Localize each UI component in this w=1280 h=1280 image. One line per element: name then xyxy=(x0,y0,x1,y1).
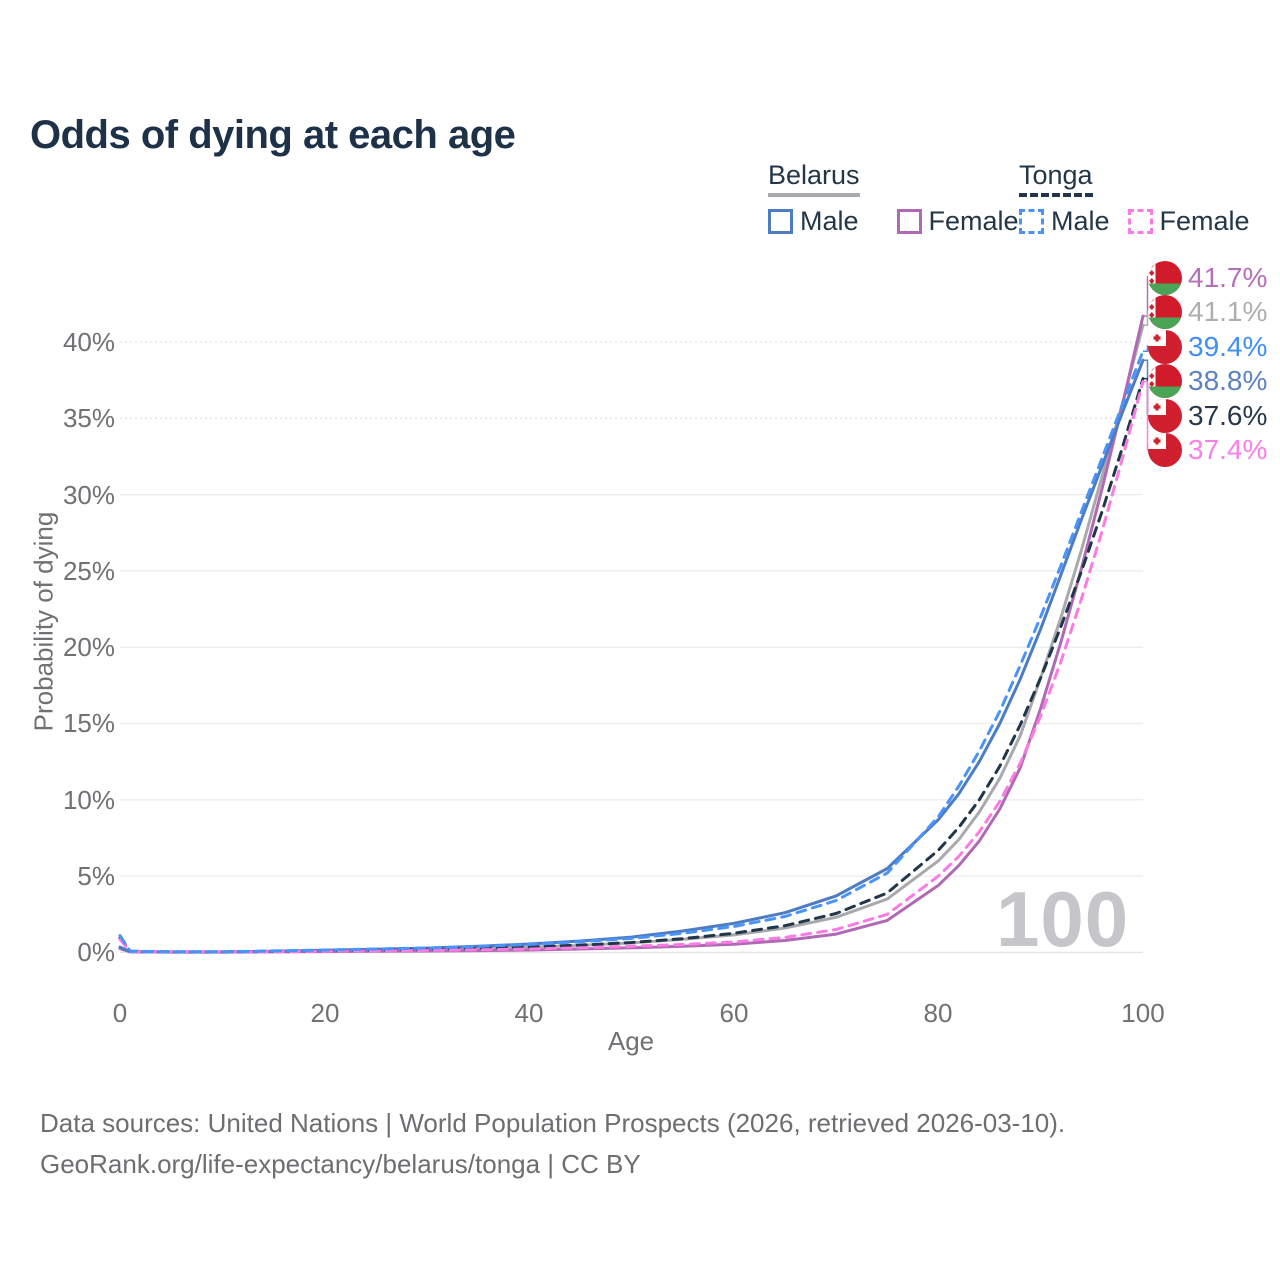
y-tick-30: 30% xyxy=(62,480,115,510)
legend-header-belarus[interactable]: Belarus xyxy=(768,160,860,197)
series-line-tonga_male xyxy=(118,349,1145,954)
end-label-belarus-male: 38.8% xyxy=(1148,363,1267,399)
attribution-link[interactable]: GeoRank.org/life-expectancy/belarus/tong… xyxy=(40,1149,641,1179)
series-line-belarus_both xyxy=(118,323,1145,954)
legend-label-belarus-male: Male xyxy=(800,206,859,236)
end-label-tonga-female: 37.4% xyxy=(1148,432,1267,468)
x-tick-60: 60 xyxy=(719,998,749,1028)
legend-label-tonga-male: Male xyxy=(1051,206,1110,236)
end-label-tonga-male: 39.4% xyxy=(1148,329,1267,365)
legend-item-belarus-male[interactable]: Male xyxy=(768,206,859,237)
belarus-flag-icon xyxy=(1148,261,1182,295)
belarus-flag-icon xyxy=(1148,364,1182,398)
end-value: 41.1% xyxy=(1188,296,1268,327)
series-line-tonga_female xyxy=(118,380,1145,954)
end-value: 41.7% xyxy=(1188,262,1268,293)
page-title: Odds of dying at each age xyxy=(30,112,516,157)
tonga-flag-icon xyxy=(1148,399,1182,433)
end-label-belarus-female: 41.7% xyxy=(1148,260,1267,296)
belarus-female-swatch-icon xyxy=(896,209,922,234)
tonga-flag-icon xyxy=(1148,433,1182,467)
y-tick-25: 25% xyxy=(62,556,115,586)
y-tick-35: 35% xyxy=(62,403,115,433)
x-tick-80: 80 xyxy=(923,998,953,1028)
x-tick-0: 0 xyxy=(112,998,128,1028)
legend-items-tonga: Male Female xyxy=(1019,206,1250,237)
y-tick-40: 40% xyxy=(62,327,115,357)
data-source-text: Data sources: United Nations | World Pop… xyxy=(40,1108,1066,1138)
series-line-belarus_male xyxy=(118,358,1145,954)
end-label-belarus-both: 41.1% xyxy=(1148,294,1267,330)
end-value: 37.6% xyxy=(1188,400,1268,431)
y-axis-title: Probability of dying xyxy=(28,511,59,732)
y-tick-10: 10% xyxy=(62,785,115,815)
legend-items-belarus: Male Female xyxy=(768,206,1019,237)
x-tick-100: 100 xyxy=(1121,998,1165,1028)
belarus-male-swatch-icon xyxy=(768,209,793,234)
end-value: 39.4% xyxy=(1188,331,1268,362)
legend-label-tonga-female: Female xyxy=(1159,206,1250,236)
end-value: 38.8% xyxy=(1188,365,1268,396)
legend-group-tonga: Tonga Male Female xyxy=(1019,160,1250,237)
series-line-belarus_female xyxy=(118,314,1145,954)
y-tick-20: 20% xyxy=(62,632,115,662)
legend-label-belarus-female: Female xyxy=(928,206,1019,236)
end-label-tonga-both: 37.6% xyxy=(1148,398,1267,434)
age-watermark: 100 xyxy=(996,875,1130,963)
series-line-tonga_both xyxy=(118,377,1145,954)
y-tick-0: 0% xyxy=(77,937,115,967)
tonga-male-swatch-icon xyxy=(1019,209,1044,234)
end-value: 37.4% xyxy=(1188,434,1268,465)
x-tick-40: 40 xyxy=(514,998,544,1028)
x-tick-20: 20 xyxy=(310,998,340,1028)
legend-header-tonga[interactable]: Tonga xyxy=(1019,160,1093,197)
tonga-female-swatch-icon xyxy=(1127,209,1153,234)
legend-item-tonga-male[interactable]: Male xyxy=(1019,206,1110,237)
x-axis-title: Age xyxy=(607,1026,655,1056)
legend-item-belarus-female[interactable]: Female xyxy=(896,206,1019,237)
belarus-flag-icon xyxy=(1148,295,1182,329)
y-tick-15: 15% xyxy=(62,708,115,738)
y-tick-5: 5% xyxy=(77,861,115,891)
legend-group-belarus: Belarus Male Female xyxy=(768,160,1019,237)
legend-item-tonga-female[interactable]: Female xyxy=(1127,206,1250,237)
tonga-flag-icon xyxy=(1148,330,1182,364)
